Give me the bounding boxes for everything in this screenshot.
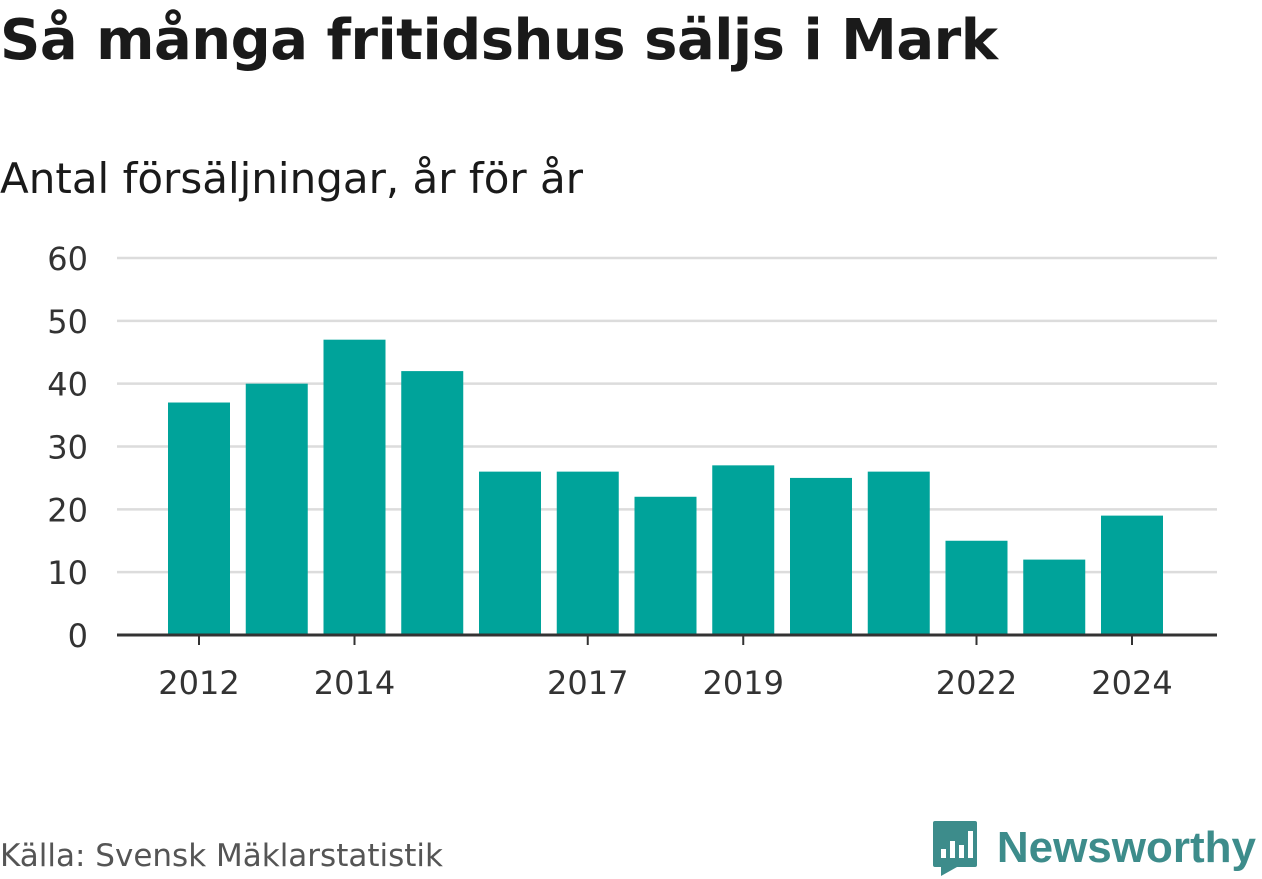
bar-2019 (712, 465, 775, 635)
y-tick-label: 20 (47, 491, 88, 529)
chart-title: Så många fritidshus säljs i Mark (0, 8, 998, 73)
y-tick-label: 30 (47, 429, 88, 467)
bars (168, 339, 1163, 635)
newsworthy-logo-icon (932, 821, 977, 876)
y-axis-labels: 0 10 20 30 40 50 60 (47, 240, 88, 655)
bar-2018 (634, 496, 697, 635)
brand-name: Newsworthy (996, 823, 1256, 872)
y-tick-label: 0 (68, 617, 88, 655)
bar-2020 (790, 477, 852, 635)
source-note: Källa: Svensk Mäklarstatistik (0, 838, 443, 874)
bar-2024 (1101, 515, 1163, 635)
bar-2014 (323, 339, 386, 635)
x-tick-label: 2017 (547, 664, 628, 702)
y-tick-label: 40 (47, 366, 88, 404)
bar-2023 (1023, 559, 1086, 635)
y-tick-label: 50 (47, 303, 88, 341)
y-tick-label: 60 (47, 240, 88, 278)
bar-2016 (479, 471, 541, 635)
x-tick-label: 2012 (158, 664, 239, 702)
bar-2013 (245, 383, 308, 635)
bar-2021 (867, 471, 930, 635)
x-tick-label: 2014 (314, 664, 395, 702)
x-tick-label: 2024 (1091, 664, 1172, 702)
bar-2017 (556, 471, 619, 635)
brand-logo: Newsworthy (931, 818, 1256, 878)
x-tick-label: 2019 (703, 664, 784, 702)
x-tick-label: 2022 (936, 664, 1017, 702)
x-axis: 2012 2014 2017 2019 2022 2024 (117, 633, 1217, 702)
chart-subtitle: Antal försäljningar, år för år (0, 154, 584, 203)
y-tick-label: 10 (47, 554, 88, 592)
bar-2012 (168, 402, 230, 635)
bar-2022 (945, 540, 1008, 635)
bar-2015 (401, 371, 464, 635)
